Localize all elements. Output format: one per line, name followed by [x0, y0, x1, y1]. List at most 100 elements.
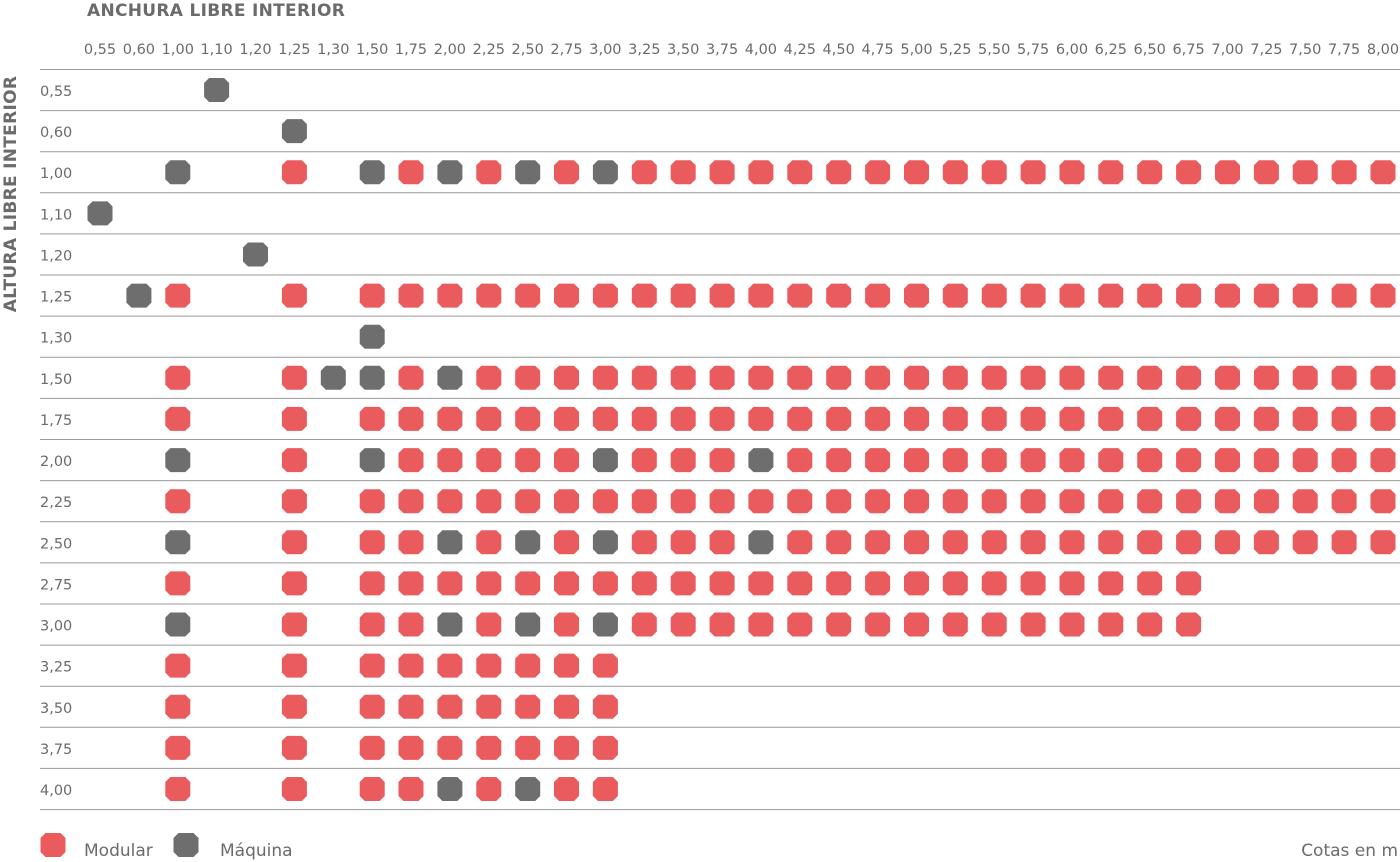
modular-marker [1253, 283, 1279, 308]
modular-marker [554, 612, 579, 637]
modular-marker [1137, 448, 1163, 473]
x-tick-label: 4,50 [823, 42, 855, 58]
modular-marker [398, 160, 424, 185]
modular-marker [1370, 365, 1396, 390]
x-axis-title: ANCHURA LIBRE INTERIOR [87, 1, 345, 21]
row-gridlines [40, 69, 1400, 811]
modular-marker [904, 530, 929, 555]
maquina-marker [592, 612, 618, 637]
modular-marker [476, 735, 502, 760]
modular-marker [281, 530, 307, 555]
modular-marker [1176, 406, 1202, 431]
modular-marker [826, 406, 852, 431]
modular-marker [398, 365, 424, 390]
maquina-marker [592, 448, 618, 473]
modular-marker [904, 612, 929, 637]
modular-marker [670, 571, 696, 596]
x-tick-label: 3,50 [667, 42, 699, 58]
modular-marker [1020, 283, 1046, 308]
modular-marker [398, 530, 424, 555]
maquina-marker [359, 448, 385, 473]
maquina-marker [165, 448, 191, 473]
modular-marker [476, 406, 502, 431]
y-tick-labels: 0,55 0,60 1,00 1,10 1,20 1,25 1,30 1,50 1,75 2,00… [40, 84, 72, 799]
modular-marker [670, 283, 696, 308]
modular-marker [942, 571, 968, 596]
modular-marker [670, 406, 696, 431]
modular-marker [942, 160, 968, 185]
x-tick-label: 3,75 [706, 42, 738, 58]
maquina-marker [359, 160, 385, 185]
modular-marker [476, 694, 502, 719]
maquina-marker [437, 612, 463, 637]
modular-marker [165, 489, 191, 514]
x-tick-label: 1,20 [239, 42, 271, 58]
modular-marker [904, 283, 929, 308]
modular-marker [1370, 283, 1396, 308]
legend: Modular Máquina [40, 833, 293, 861]
modular-marker [554, 653, 579, 678]
legend-label: Máquina [220, 841, 293, 861]
modular-marker [1137, 160, 1163, 185]
modular-marker [981, 612, 1007, 637]
modular-marker [515, 406, 541, 431]
modular-marker [1020, 448, 1046, 473]
modular-marker [592, 653, 618, 678]
x-tick-label: 6,50 [1134, 42, 1166, 58]
modular-marker [554, 160, 579, 185]
modular-marker [281, 406, 307, 431]
maquina-marker [281, 119, 307, 144]
x-tick-label: 4,25 [784, 42, 816, 58]
modular-marker [1331, 406, 1357, 431]
modular-marker [437, 571, 463, 596]
modular-marker [1215, 160, 1240, 185]
maquina-marker [515, 160, 541, 185]
modular-marker [904, 448, 929, 473]
y-axis-title: ALTURA LIBRE INTERIOR [1, 76, 21, 313]
modular-marker [981, 365, 1007, 390]
modular-marker [554, 694, 579, 719]
modular-marker [165, 283, 191, 308]
modular-marker [1215, 283, 1240, 308]
modular-marker [592, 406, 618, 431]
modular-marker [515, 283, 541, 308]
modular-marker [904, 406, 929, 431]
modular-marker [398, 448, 424, 473]
maquina-marker [748, 448, 774, 473]
maquina-marker [165, 530, 191, 555]
modular-marker [981, 489, 1007, 514]
modular-marker [670, 612, 696, 637]
x-tick-label: 2,50 [512, 42, 544, 58]
x-tick-label: 6,75 [1172, 42, 1204, 58]
x-tick-label: 8,00 [1367, 42, 1399, 58]
modular-marker [592, 694, 618, 719]
modular-marker [670, 530, 696, 555]
modular-marker [1331, 283, 1357, 308]
modular-marker [709, 160, 735, 185]
modular-marker [1176, 448, 1202, 473]
legend-swatch [40, 833, 66, 857]
modular-marker [787, 448, 813, 473]
modular-marker [515, 365, 541, 390]
modular-marker [826, 612, 852, 637]
modular-marker [1020, 530, 1046, 555]
modular-marker [281, 571, 307, 596]
modular-marker [1020, 612, 1046, 637]
modular-marker [709, 489, 735, 514]
modular-marker [1331, 448, 1357, 473]
y-tick-label: 4,00 [40, 783, 72, 799]
modular-marker [1098, 530, 1124, 555]
modular-marker [165, 694, 191, 719]
modular-marker [709, 448, 735, 473]
modular-marker [1292, 365, 1318, 390]
y-tick-label: 1,20 [40, 249, 72, 265]
modular-marker [631, 612, 657, 637]
y-tick-label: 3,50 [40, 701, 72, 717]
modular-marker [748, 365, 774, 390]
modular-marker [787, 160, 813, 185]
modular-marker [476, 653, 502, 678]
modular-marker [281, 653, 307, 678]
maquina-marker [243, 242, 268, 267]
modular-marker [359, 777, 385, 801]
modular-marker [359, 530, 385, 555]
